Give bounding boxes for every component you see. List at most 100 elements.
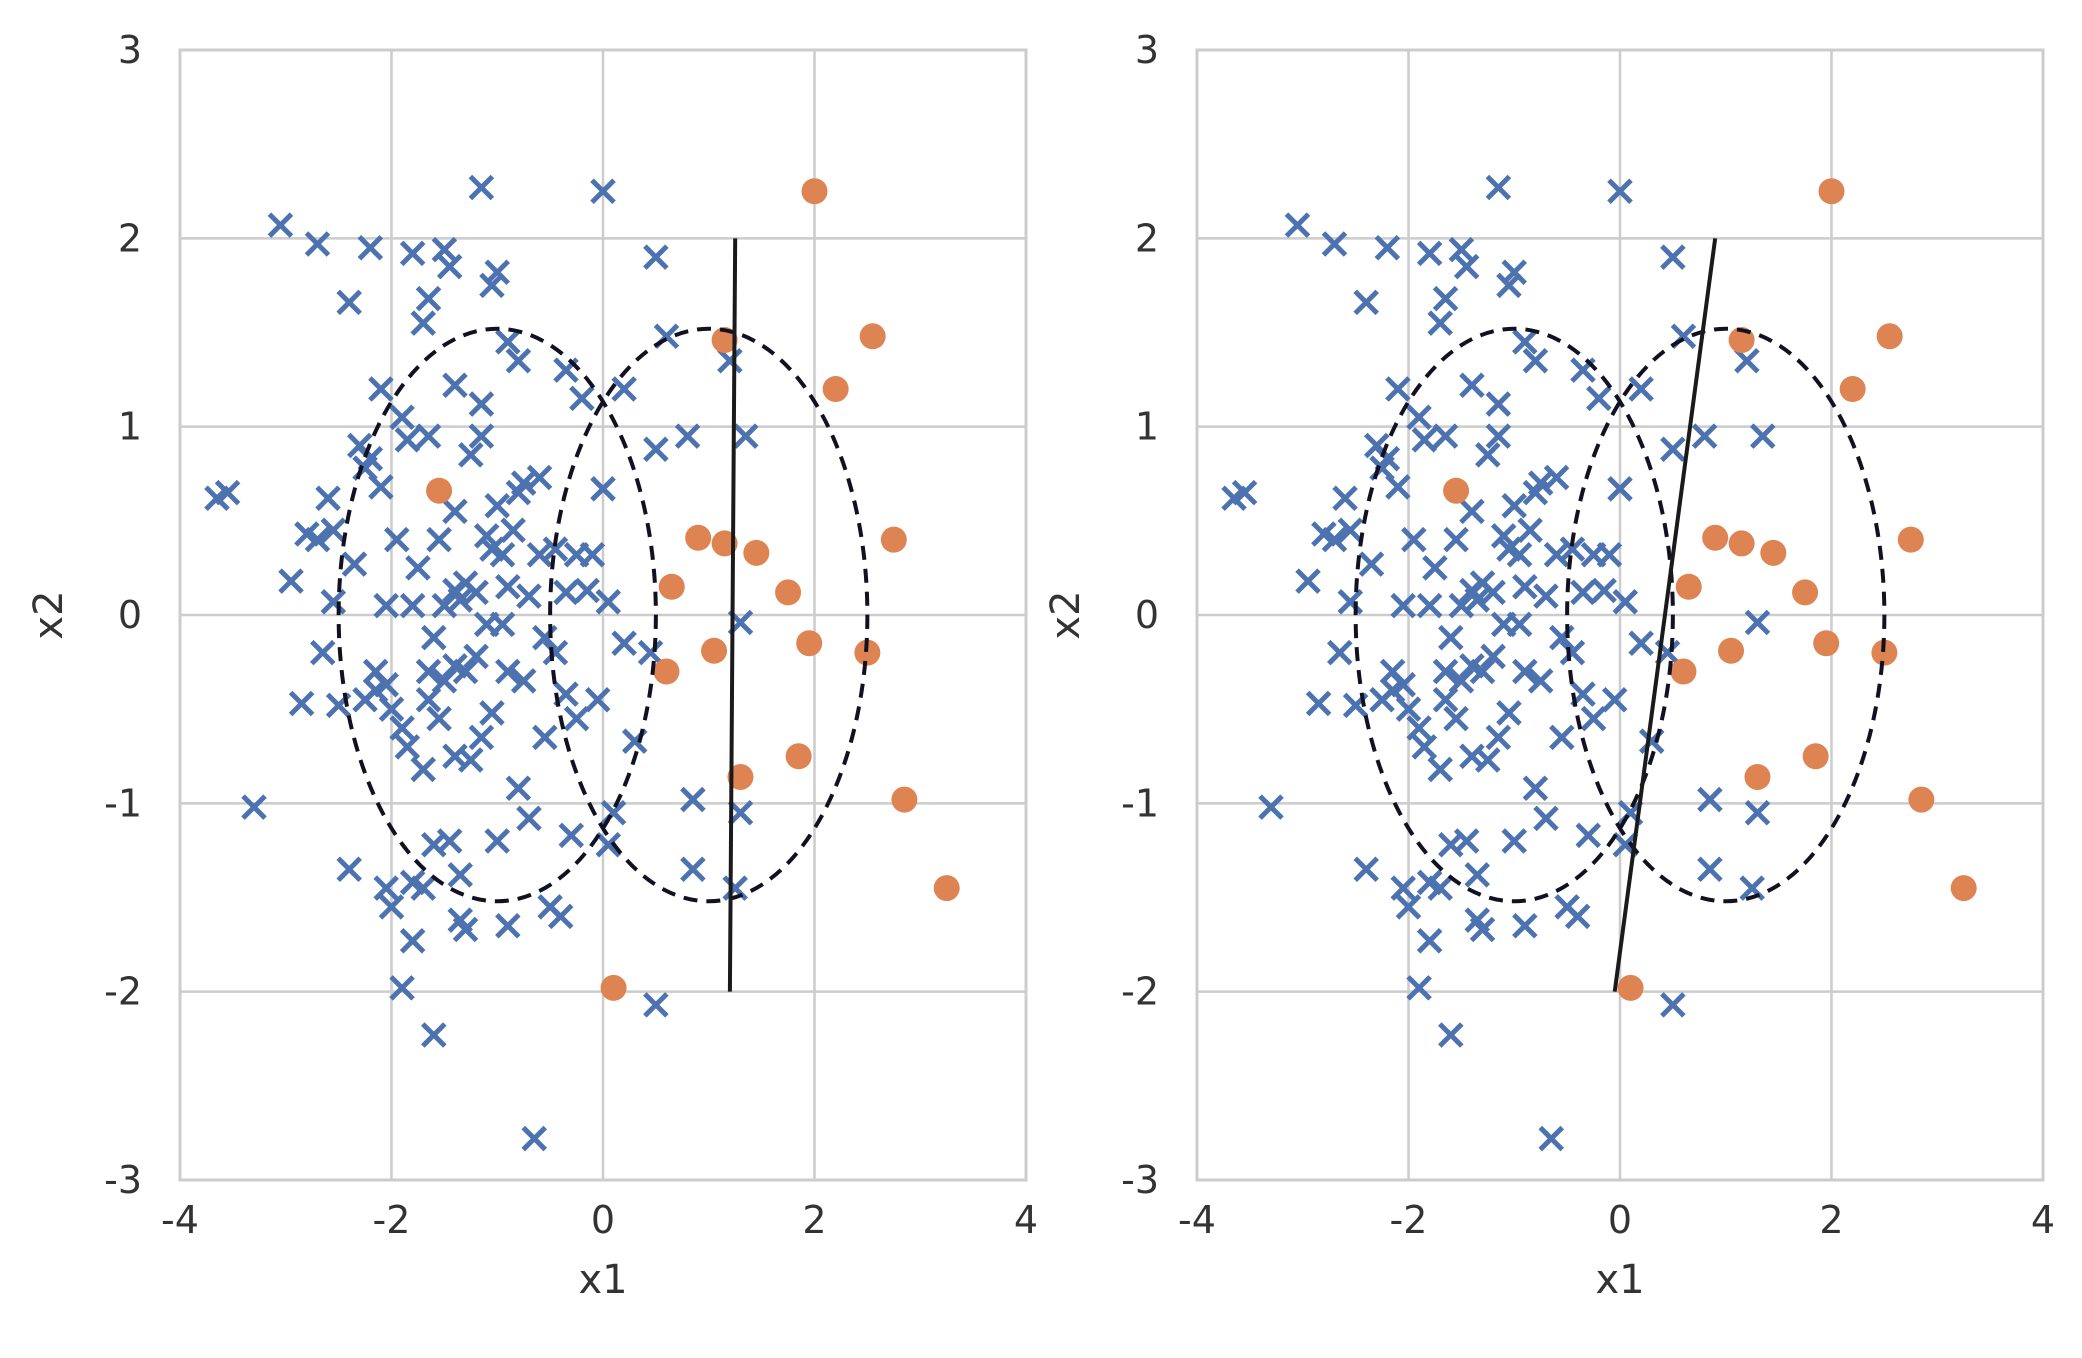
- x-marker-point: [1522, 347, 1549, 374]
- x-marker-stroke: [378, 894, 405, 920]
- circle-marker-point: [1670, 658, 1697, 685]
- x-marker-point: [595, 589, 622, 615]
- x-marker-point: [373, 671, 399, 698]
- plot-frame: [1195, 48, 2045, 1182]
- x-marker-point: [1385, 376, 1411, 402]
- x-marker-stroke: [1469, 916, 1496, 943]
- circle-marker-point: [1744, 763, 1771, 790]
- x-marker-point: [553, 579, 579, 606]
- x-marker-point: [1697, 856, 1723, 883]
- x-marker-point: [1628, 376, 1654, 402]
- x-marker-stroke: [1485, 724, 1512, 751]
- x-marker-point: [389, 404, 415, 431]
- x-marker-stroke: [362, 658, 389, 685]
- circle-marker-point: [1813, 630, 1840, 657]
- x-marker-point: [1485, 391, 1512, 417]
- x-marker-stroke: [1432, 658, 1459, 685]
- x-marker-point: [468, 423, 495, 449]
- x-marker-stroke: [563, 705, 590, 732]
- x-marker-point: [732, 423, 759, 449]
- x-tick-label: 4: [1014, 1198, 1038, 1242]
- x-marker-stroke: [410, 875, 436, 901]
- x-marker-stroke: [1311, 521, 1337, 547]
- x-marker-point: [399, 240, 426, 267]
- x-marker-point: [479, 700, 505, 726]
- x-marker-stroke: [1416, 592, 1443, 619]
- x-marker-stroke: [1543, 541, 1570, 568]
- x-marker-stroke: [495, 658, 521, 685]
- x-marker-point: [495, 329, 521, 355]
- x-marker-point: [1422, 555, 1448, 581]
- x-marker-stroke: [399, 869, 426, 896]
- x-marker-point: [1512, 573, 1538, 600]
- x-marker-stroke: [1601, 686, 1628, 713]
- x-marker-point: [611, 376, 637, 402]
- y-tick-label: -1: [1121, 781, 1159, 825]
- dashed-ellipse: [548, 326, 870, 904]
- x-marker-point: [510, 668, 537, 694]
- x-marker-point: [1480, 579, 1506, 606]
- x-marker-stroke: [1453, 253, 1480, 280]
- x-marker-stroke: [304, 526, 331, 553]
- x-marker-stroke: [1332, 485, 1358, 512]
- x-marker-point: [384, 526, 410, 553]
- x-marker-point: [516, 805, 542, 832]
- x-marker-point: [1464, 862, 1491, 888]
- x-marker-stroke: [680, 786, 706, 813]
- x-marker-point: [1501, 492, 1528, 519]
- x-marker-stroke: [468, 174, 495, 201]
- x-marker-point: [1432, 658, 1459, 685]
- circle-marker-point: [701, 637, 728, 664]
- x-marker-stroke: [394, 734, 421, 760]
- circle-marker-point: [1718, 637, 1745, 664]
- x-marker-point: [278, 568, 304, 594]
- x-marker-point: [1612, 589, 1639, 615]
- x-marker-point: [1332, 485, 1358, 512]
- x-marker-point: [542, 536, 569, 562]
- x-marker-point: [373, 592, 399, 619]
- x-marker-point: [1549, 724, 1575, 751]
- x-marker-stroke: [1607, 178, 1633, 205]
- x-marker-stroke: [1448, 592, 1475, 619]
- x-marker-stroke: [368, 474, 394, 500]
- x-marker-stroke: [516, 583, 542, 609]
- x-marker-point: [378, 696, 405, 722]
- x-marker-stroke: [436, 828, 463, 854]
- x-marker-stroke: [722, 875, 748, 901]
- x-marker-stroke: [505, 775, 532, 802]
- x-marker-point: [415, 285, 442, 312]
- x-marker-stroke: [415, 658, 442, 685]
- x-marker-point: [309, 639, 336, 666]
- x-marker-stroke: [595, 589, 622, 615]
- x-marker-point: [447, 862, 474, 888]
- x-tick-label: 0: [591, 1198, 615, 1242]
- x-marker-point: [495, 658, 521, 685]
- x-marker-point: [1660, 436, 1686, 463]
- x-marker-stroke: [431, 592, 458, 619]
- x-marker-point: [674, 423, 701, 449]
- x-marker-stroke: [1490, 523, 1517, 549]
- x-marker-point: [1506, 541, 1533, 568]
- x-marker-stroke: [1596, 541, 1623, 568]
- x-marker-stroke: [1443, 526, 1469, 553]
- x-marker-stroke: [1321, 526, 1348, 553]
- x-marker-point: [1485, 174, 1512, 201]
- x-marker-point: [241, 794, 267, 820]
- circle-marker-point: [1839, 376, 1866, 402]
- x-marker-point: [484, 828, 511, 854]
- x-marker-point: [1353, 856, 1379, 883]
- x-marker-stroke: [1559, 536, 1586, 562]
- x-marker-point: [421, 624, 447, 651]
- x-marker-stroke: [1358, 551, 1385, 577]
- x-marker-stroke: [431, 668, 458, 694]
- x-marker-stroke: [1660, 992, 1686, 1018]
- x-marker-stroke: [1512, 912, 1538, 939]
- x-tick-label: -4: [1178, 1198, 1216, 1242]
- x-marker-stroke: [458, 747, 484, 773]
- x-marker-stroke: [1374, 234, 1401, 261]
- x-marker-point: [394, 734, 421, 760]
- x-marker-point: [1432, 285, 1459, 312]
- x-marker-point: [288, 690, 315, 717]
- x-marker-point: [574, 577, 600, 604]
- x-marker-stroke: [1475, 747, 1501, 773]
